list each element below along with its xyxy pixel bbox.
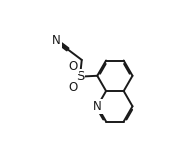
Text: S: S bbox=[76, 70, 84, 83]
Text: O: O bbox=[69, 60, 78, 73]
Text: N: N bbox=[52, 34, 61, 47]
Text: N: N bbox=[93, 100, 102, 113]
Text: O: O bbox=[69, 81, 78, 94]
